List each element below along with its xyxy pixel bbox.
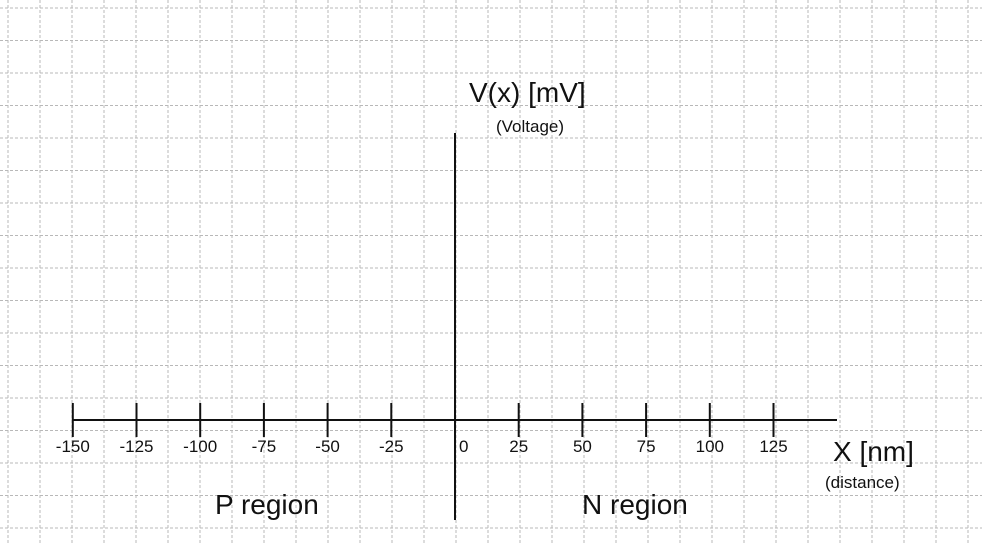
p-region-label: P region — [215, 489, 319, 520]
x-axis-sublabel: (distance) — [825, 473, 900, 492]
x-axis-label: X [nm] — [833, 436, 914, 467]
x-tick-label: 25 — [509, 437, 528, 456]
n-region-label: N region — [582, 489, 688, 520]
x-axis-tick-labels: -150 -125 -100 -75 -50 -25 0 25 50 75 100 125 — [56, 437, 788, 456]
x-tick-label: -25 — [379, 437, 404, 456]
y-axis-label: V(x) [mV] — [469, 77, 586, 108]
x-tick-label: -100 — [183, 437, 217, 456]
y-axis-sublabel: (Voltage) — [496, 117, 564, 136]
x-tick-label: 125 — [759, 437, 787, 456]
x-tick-label: -125 — [119, 437, 153, 456]
x-tick-label: 0 — [459, 437, 468, 456]
x-tick-label: 100 — [696, 437, 724, 456]
x-tick-label: -75 — [252, 437, 277, 456]
x-tick-label: 50 — [573, 437, 592, 456]
x-axis-ticks — [71, 403, 775, 437]
x-tick-label: -50 — [315, 437, 340, 456]
x-tick-label: 75 — [637, 437, 656, 456]
x-tick-label: -150 — [56, 437, 90, 456]
